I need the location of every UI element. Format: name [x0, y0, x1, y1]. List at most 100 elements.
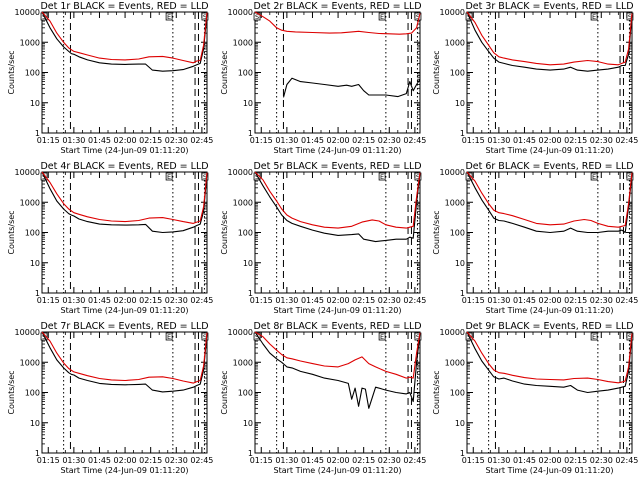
panel-7-series-events: [41, 331, 208, 393]
panel-6-x-tick-label: 01:45: [513, 296, 536, 305]
panel-3-corner-marker-label: S: [628, 13, 632, 21]
panel-4-y-tick-label: 10: [30, 259, 40, 268]
panel-5-corner-marker-label: S: [416, 173, 420, 181]
panel-2-x-tick-label: 02:30: [378, 136, 401, 145]
panel-5-x-tick-label: 02:45: [403, 296, 426, 305]
panel-4-title: Det 4r BLACK = Events, RED = LLD: [40, 161, 208, 172]
panel-9-y-tick-label: 1: [460, 449, 465, 458]
panel-7-corner-marker-label: S: [203, 333, 207, 341]
panel-8-y-tick-label: 1: [248, 449, 253, 458]
panel-1-y-tick-label: 10: [30, 99, 40, 108]
panel-6-corner-marker-box: [590, 172, 598, 181]
panel-5-x-tick-label: 02:15: [352, 296, 375, 305]
panel-9-x-axis-label: Start Time (24-Jun-09 01:11:20): [486, 466, 614, 475]
panel-7-x-tick-label: 02:00: [114, 456, 137, 465]
panel-2-x-axis-label: Start Time (24-Jun-09 01:11:20): [274, 146, 402, 155]
panel-5-x-tick-label: 01:30: [275, 296, 298, 305]
panel-4-x-tick-label: 01:15: [37, 296, 60, 305]
panel-7-y-tick-label: 10: [30, 419, 40, 428]
panel-4-x-tick-label: 02:00: [114, 296, 137, 305]
panel-8-x-tick-label: 02:00: [327, 456, 350, 465]
panel-6-x-tick-label: 02:15: [564, 296, 587, 305]
panel-8-corner-marker-label: E: [380, 333, 384, 341]
panel-9-x-tick-label: 01:15: [462, 456, 485, 465]
panel-5-corner-marker-box: [414, 172, 422, 181]
panel-5-axes-box: [254, 171, 421, 294]
panel-5-y-tick-label: 10000: [228, 168, 253, 177]
panel-8-x-tick-label: 02:30: [378, 456, 401, 465]
panel-3-x-tick-label: 01:15: [462, 136, 485, 145]
panel-9-y-tick-label: 10: [455, 419, 465, 428]
panel-1-y-tick-label: 1000: [20, 38, 40, 47]
panel-1-x-tick-label: 02:15: [139, 136, 162, 145]
panel-1-title: Det 1r BLACK = Events, RED = LLD: [40, 1, 208, 12]
panel-7-x-tick-label: 02:15: [139, 456, 162, 465]
panel-9-y-tick-label: 1000: [445, 358, 465, 367]
panel-7-y-tick-label: 1: [35, 449, 40, 458]
panel-1-corner-marker-box: [165, 12, 173, 21]
panel-8-corner-marker-box: [414, 332, 422, 341]
panel-2-corner-marker-label: E: [380, 13, 384, 21]
panel-6-corner-marker-label: E: [592, 173, 596, 181]
panel-5-x-tick-label: 01:45: [301, 296, 324, 305]
panel-3-y-tick-label: 10: [455, 99, 465, 108]
panel-5-y-tick-label: 10: [243, 259, 253, 268]
panel-1-series-lld: [41, 11, 208, 64]
panel-4-y-tick-label: 10000: [15, 168, 40, 177]
panel-6-y-tick-label: 10000: [440, 168, 465, 177]
panel-8-y-tick-label: 10000: [228, 328, 253, 337]
panel-7-y-tick-label: 100: [25, 389, 40, 398]
panel-3-x-tick-label: 01:45: [513, 136, 536, 145]
panel-9-corner-marker-label: E: [592, 333, 596, 341]
panel-7-corner-marker-label: E: [167, 333, 171, 341]
panel-5-series-lld: [254, 171, 421, 229]
panel-6-title: Det 6r BLACK = Events, RED = LLD: [465, 161, 633, 172]
panel-3-y-tick-label: 10000: [440, 8, 465, 17]
panel-6-x-tick-label: 02:45: [615, 296, 638, 305]
panel-1-x-tick-label: 02:30: [165, 136, 188, 145]
panel-7-y-tick-label: 10000: [15, 328, 40, 337]
panel-1-x-tick-label: 02:45: [190, 136, 213, 145]
panel-6-corner-marker-box: [626, 172, 634, 181]
panel-3-series-events: [466, 11, 633, 72]
panel-2-corner-marker-box: [378, 12, 386, 21]
panel-7-x-tick-label: 01:15: [37, 456, 60, 465]
panel-5-x-tick-label: 02:30: [378, 296, 401, 305]
panel-9-x-tick-label: 02:30: [590, 456, 613, 465]
panel-9-axes-box: [466, 331, 633, 454]
panel-2-y-tick-label: 100: [238, 69, 253, 78]
panel-1-y-tick-label: 1: [35, 129, 40, 138]
panel-6-series-lld: [466, 171, 633, 228]
panel-5-corner-marker-label: S: [255, 173, 259, 181]
panel-9-x-tick-label: 01:30: [487, 456, 510, 465]
panel-9-y-tick-label: 100: [450, 389, 465, 398]
panel-8-x-tick-label: 01:15: [250, 456, 273, 465]
panel-7-corner-marker-box: [201, 332, 209, 341]
panel-5-x-tick-label: 02:00: [327, 296, 350, 305]
panel-2-y-tick-label: 10: [243, 99, 253, 108]
panel-6-x-tick-label: 01:15: [462, 296, 485, 305]
panel-5-corner-marker-label: E: [380, 173, 384, 181]
panel-5-y-tick-label: 1000: [233, 198, 253, 207]
panel-9-series-lld: [466, 331, 633, 384]
panel-4-corner-marker-label: E: [167, 173, 171, 181]
panel-5-corner-marker-box: [378, 172, 386, 181]
panel-3-axes-box: [466, 11, 633, 134]
panel-4-x-tick-label: 01:45: [88, 296, 111, 305]
panel-5-y-tick-label: 100: [238, 229, 253, 238]
panel-8-y-tick-label: 100: [238, 389, 253, 398]
panel-9-corner-marker-label: S: [628, 333, 632, 341]
panel-2-series-lld: [254, 11, 421, 35]
panel-4-series-lld: [41, 171, 208, 224]
panel-4-series-events: [41, 171, 208, 234]
panel-8-x-axis-label: Start Time (24-Jun-09 01:11:20): [274, 466, 402, 475]
panel-6-y-tick-label: 1: [460, 289, 465, 298]
panel-2-x-tick-label: 02:45: [403, 136, 426, 145]
panel-9-corner-marker-box: [626, 332, 634, 341]
panel-2-x-tick-label: 02:15: [352, 136, 375, 145]
panel-2-y-axis-label: Counts/sec: [220, 50, 229, 94]
panel-6-corner-marker-label: S: [628, 173, 632, 181]
panel-2-x-tick-label: 01:30: [275, 136, 298, 145]
panel-3-y-tick-label: 1: [460, 129, 465, 138]
panel-7-x-tick-label: 01:45: [88, 456, 111, 465]
